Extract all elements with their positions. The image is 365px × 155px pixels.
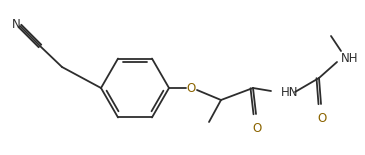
Text: N: N — [12, 18, 21, 31]
Text: O: O — [187, 82, 196, 95]
Text: NH: NH — [341, 51, 358, 64]
Text: O: O — [252, 122, 262, 135]
Text: HN: HN — [281, 86, 299, 100]
Text: O: O — [318, 112, 327, 125]
